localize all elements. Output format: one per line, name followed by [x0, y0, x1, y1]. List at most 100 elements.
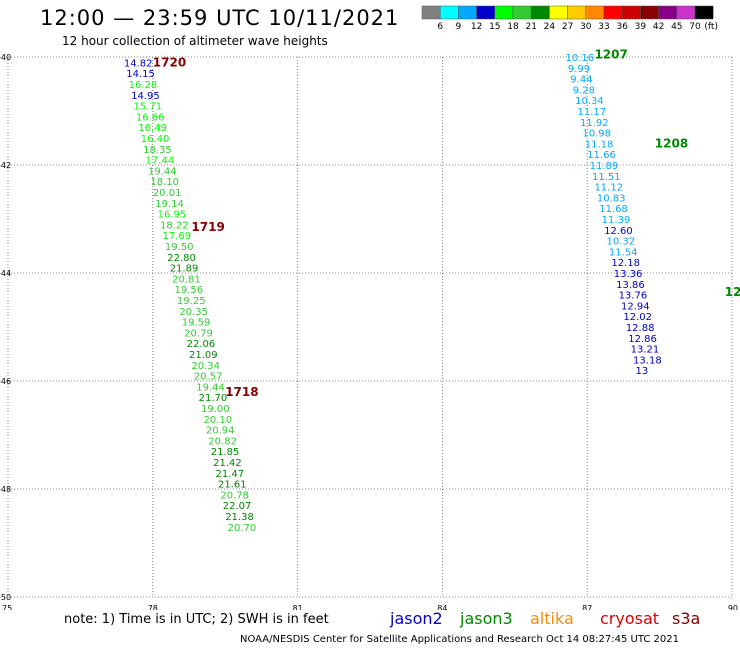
color-scale-legend: 6 9 12 15 18 21 24 27 30 33 36 39 42 45 70 (ft) [421, 5, 718, 32]
legend-tick-label: 30 [580, 22, 592, 32]
pass-time-label: 12 [725, 285, 740, 299]
y-tick-label: -50 [0, 593, 11, 602]
pass-time-label: 1207 [594, 47, 627, 61]
legend-tick-label: 6 [437, 22, 443, 32]
swh-value-label: 9.99 [568, 64, 590, 75]
swh-value-label: 12.02 [623, 312, 652, 323]
pass-time-label: 1720 [153, 55, 186, 69]
x-tick-label: 87 [582, 604, 592, 610]
swh-value-label: 20.70 [228, 523, 257, 534]
swh-value-label: 11.18 [585, 139, 614, 150]
swh-value-label: 15.71 [133, 102, 162, 113]
swh-value-label: 16.40 [141, 134, 170, 145]
x-tick-label: 84 [437, 604, 447, 610]
swh-value-label: 10.83 [597, 193, 626, 204]
swh-value-label: 13 [635, 366, 648, 377]
chart-title: 12:00 — 23:59 UTC 10/11/2021 [40, 6, 400, 30]
swh-value-label: 21.70 [199, 393, 228, 404]
swh-value-label: 21.61 [218, 480, 247, 491]
swh-value-label: 19.50 [165, 242, 194, 253]
swh-value-label: 18.10 [150, 177, 179, 188]
wave-height-map: 75 78 81 84 87 90 -40 -42 -44 -46 -48 -50 14.8214.15… [0, 47, 740, 610]
swh-value-label: 22.80 [167, 253, 196, 264]
swh-value-label: 21.89 [170, 264, 199, 275]
swh-value-label: 21.85 [211, 447, 240, 458]
swh-value-label: 16.95 [158, 210, 187, 221]
swh-value-label: 14.95 [131, 91, 160, 102]
legend-tick-label: 70 [689, 22, 701, 32]
swh-value-label: 12.60 [604, 226, 633, 237]
swh-value-label: 20.81 [172, 274, 201, 285]
swh-value-label: 19.59 [182, 318, 211, 329]
legend-tick-label: 18 [507, 22, 519, 32]
swh-value-label: 13.86 [616, 280, 645, 291]
swh-value-label: 13.21 [631, 345, 660, 356]
swh-value-label: 20.10 [203, 415, 232, 426]
swh-value-label: 19.00 [201, 404, 230, 415]
legend-tick-label: 45 [671, 22, 682, 32]
x-tick-label: 81 [293, 604, 303, 610]
swh-value-label: 20.78 [220, 490, 249, 501]
swh-value-label: 10.32 [607, 237, 636, 248]
y-tick-label: -40 [0, 53, 11, 62]
swh-value-label: 12.94 [621, 301, 650, 312]
legend-tick-label: 36 [616, 22, 628, 32]
swh-value-label: 17.44 [146, 156, 175, 167]
swh-value-label: 13.18 [633, 355, 662, 366]
swh-value-label: 17.69 [162, 231, 191, 242]
legend-tick-label: 24 [544, 22, 556, 32]
legend-tick-label: 9 [456, 22, 462, 32]
satellite-altika: altika [530, 609, 574, 628]
swh-value-label: 11.51 [592, 172, 621, 183]
swh-value-label: 22.07 [223, 501, 252, 512]
y-tick-label: -42 [0, 161, 11, 170]
chart-subtitle: 12 hour collection of altimeter wave hei… [62, 34, 328, 48]
footer-note: note: 1) Time is in UTC; 2) SWH is in fe… [64, 612, 329, 627]
x-tick-label: 90 [728, 604, 738, 610]
swh-value-label: 20.82 [208, 436, 237, 447]
swh-value-label: 21.47 [216, 469, 245, 480]
y-tick-label: -46 [0, 377, 11, 386]
swh-value-label: 11.68 [599, 204, 628, 215]
swh-value-label: 19.25 [177, 296, 206, 307]
swh-value-label: 16.66 [136, 112, 165, 123]
legend-tick-label: 33 [598, 22, 609, 32]
swh-value-label: 9.44 [570, 75, 592, 86]
swh-value-label: 20.94 [206, 426, 235, 437]
legend-tick-label: 12 [471, 22, 482, 32]
swh-value-label: 10.34 [575, 96, 604, 107]
legend-swatch [694, 5, 714, 20]
swh-value-label: 19.44 [196, 382, 225, 393]
x-tick-label: 78 [148, 604, 158, 610]
swh-value-label: 10.98 [582, 129, 611, 140]
swh-value-label: 20.34 [191, 361, 220, 372]
swh-value-label: 16.28 [129, 80, 158, 91]
legend-tick-label: 39 [635, 22, 647, 32]
swh-value-label: 12.18 [611, 258, 640, 269]
swh-value-label: 18.22 [160, 220, 189, 231]
satellite-jason2: jason2 [390, 609, 443, 628]
pass-time-label: 1718 [225, 385, 258, 399]
legend-tick-label: 15 [489, 22, 500, 32]
swh-value-label: 20.57 [194, 372, 223, 383]
swh-value-label: 14.15 [126, 69, 155, 80]
legend-tick-label: 27 [562, 22, 573, 32]
swh-value-label: 21.38 [225, 512, 254, 523]
swh-value-label: 12.88 [626, 323, 655, 334]
swh-value-label: 21.09 [189, 350, 218, 361]
swh-value-label: 20.01 [153, 188, 182, 199]
legend-tick-label: 42 [653, 22, 664, 32]
swh-value-label: 16.49 [138, 123, 167, 134]
swh-value-label: 20.35 [179, 307, 208, 318]
swh-value-label: 12.86 [628, 334, 657, 345]
swh-value-label: 14.82 [124, 58, 153, 69]
swh-value-label: 13.36 [614, 269, 643, 280]
satellite-jason3: jason3 [460, 609, 513, 628]
swh-value-label: 11.54 [609, 247, 638, 258]
credit-line: NOAA/NESDIS Center for Satellite Applica… [240, 634, 679, 645]
legend-unit-label: (ft) [704, 22, 718, 32]
swh-value-label: 11.89 [590, 161, 619, 172]
legend-tick-label: 21 [525, 22, 536, 32]
satellite-s3a: s3a [672, 609, 701, 628]
